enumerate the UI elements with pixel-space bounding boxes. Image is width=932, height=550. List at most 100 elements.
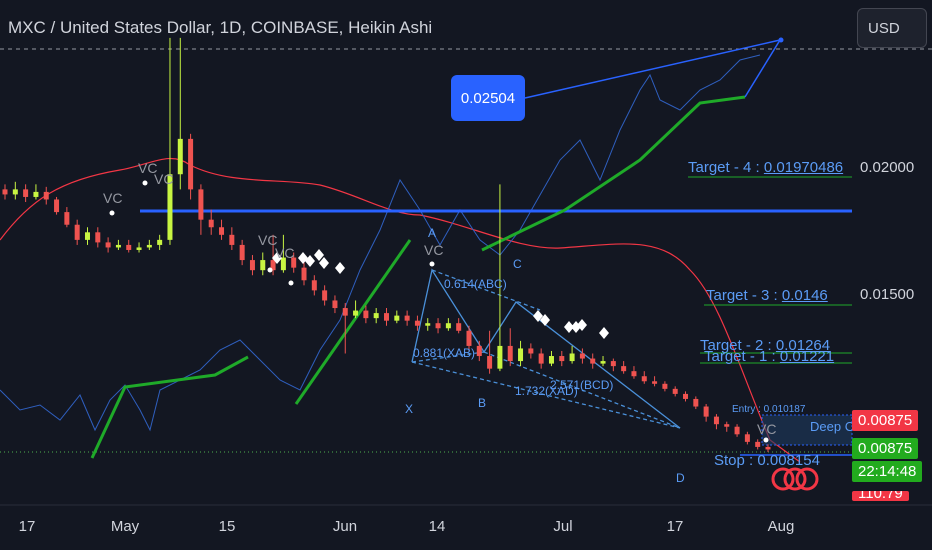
candle-body-48 bbox=[497, 345, 503, 369]
candle-body-70 bbox=[724, 424, 730, 427]
oscillator-line bbox=[0, 54, 761, 432]
ratio-xab: 0.881(XAB) bbox=[413, 346, 476, 360]
candle-body-66 bbox=[683, 393, 689, 399]
current-price-badge: 0.00875 bbox=[852, 438, 919, 459]
candle-body-20 bbox=[208, 219, 214, 228]
signal-dot-4 bbox=[429, 261, 435, 267]
candle-body-49 bbox=[507, 345, 513, 362]
signal-diamond-3 bbox=[314, 249, 324, 261]
candle-body-32 bbox=[332, 300, 338, 309]
candle-body-51 bbox=[528, 348, 534, 354]
candle-body-52 bbox=[538, 353, 544, 364]
signal-diamond-2 bbox=[305, 255, 315, 267]
candle-body-37 bbox=[384, 313, 389, 321]
x-tick-7: Aug bbox=[767, 518, 795, 535]
candle-body-60 bbox=[621, 366, 627, 372]
candle-body-27 bbox=[280, 257, 286, 271]
vc-label-4: VC bbox=[258, 232, 278, 248]
candle-body-72 bbox=[744, 434, 750, 442]
target-1-label: Target - 1 : 0.01221 bbox=[704, 348, 835, 365]
candle-body-33 bbox=[342, 308, 348, 316]
candle-body-64 bbox=[662, 383, 668, 389]
candle-body-19 bbox=[198, 189, 204, 220]
candle-body-46 bbox=[476, 345, 482, 357]
callout-value: 0.02504 bbox=[451, 75, 525, 121]
candle-body-73 bbox=[755, 441, 761, 447]
candle-body-17 bbox=[177, 138, 183, 175]
target-3-label: Target - 3 : 0.0146 bbox=[706, 287, 828, 304]
candle-body-40 bbox=[414, 320, 420, 326]
vc-label-2: VC bbox=[138, 160, 158, 176]
x-tick-2: 15 bbox=[218, 518, 236, 535]
event-markers bbox=[771, 467, 819, 491]
x-tick-1: May bbox=[110, 518, 140, 535]
target-2-label: Target - 2 : 0.01264 bbox=[700, 337, 831, 354]
candle-body-34 bbox=[353, 310, 359, 316]
signal-diamond-10 bbox=[577, 319, 587, 331]
candle-body-2 bbox=[23, 189, 29, 197]
partial-badge: 110.79 bbox=[852, 491, 909, 501]
green-trend-3 bbox=[481, 95, 746, 252]
ratio-bcd: 2.571(BCD) bbox=[550, 378, 614, 392]
pattern-x: X bbox=[405, 402, 414, 416]
red-band-line bbox=[0, 157, 801, 463]
vc-label-5: VC bbox=[275, 245, 295, 261]
vc-label-3: VC bbox=[154, 171, 174, 187]
candle-body-29 bbox=[301, 267, 307, 281]
candle-body-23 bbox=[239, 244, 245, 261]
callout-line-2 bbox=[744, 39, 781, 98]
candle-body-11 bbox=[115, 244, 121, 248]
candle-body-30 bbox=[311, 280, 317, 291]
signal-diamond-11 bbox=[599, 327, 609, 339]
signal-dot-3 bbox=[288, 280, 294, 286]
candle-body-44 bbox=[456, 323, 462, 331]
stop-label: Stop : 0.008154 bbox=[714, 452, 820, 469]
candle-body-71 bbox=[734, 426, 740, 435]
candle-body-28 bbox=[291, 257, 297, 268]
y-tick-0: 0.02000 bbox=[860, 159, 915, 176]
ratio-abc: 0.614(ABC) bbox=[444, 277, 507, 291]
ratio-xad: 1.732(XAD) bbox=[515, 384, 578, 398]
candle-body-59 bbox=[610, 361, 616, 367]
candle-body-14 bbox=[146, 244, 152, 248]
pattern-a: A bbox=[428, 226, 437, 240]
candle-body-62 bbox=[641, 376, 647, 382]
candle-body-12 bbox=[126, 244, 132, 250]
candle-body-68 bbox=[703, 406, 709, 417]
diamond-markers bbox=[109, 180, 769, 443]
candle-body-41 bbox=[425, 323, 431, 326]
y-tick-1: 0.01500 bbox=[860, 286, 915, 303]
candle-body-24 bbox=[249, 260, 255, 271]
pattern-b: B bbox=[478, 396, 487, 410]
x-tick-4: 14 bbox=[428, 518, 446, 535]
candle-body-35 bbox=[363, 310, 369, 319]
candle-body-42 bbox=[435, 323, 441, 329]
vc-label-7: VC bbox=[757, 421, 777, 437]
x-tick-5: Jul bbox=[553, 518, 573, 535]
callout-end-dot bbox=[778, 37, 784, 43]
candle-body-74 bbox=[765, 446, 771, 450]
signal-dot-0 bbox=[109, 210, 115, 216]
candle-body-4 bbox=[43, 191, 49, 200]
candle-body-13 bbox=[136, 247, 142, 250]
last-price-badge: 0.00875 bbox=[852, 410, 919, 431]
candle-body-61 bbox=[631, 371, 637, 377]
signal-diamond-5 bbox=[335, 262, 345, 274]
candle-body-26 bbox=[270, 260, 276, 271]
countdown-badge: 22:14:48 bbox=[852, 461, 923, 482]
candle-body-56 bbox=[579, 353, 585, 359]
candle-body-31 bbox=[322, 290, 328, 301]
signal-dot-5 bbox=[763, 437, 769, 443]
candle-body-57 bbox=[590, 358, 596, 364]
signal-diamond-8 bbox=[564, 321, 574, 333]
candle-body-54 bbox=[559, 356, 565, 362]
candle-body-15 bbox=[157, 239, 163, 245]
currency-button[interactable]: USD bbox=[857, 8, 927, 48]
harmonic-pattern bbox=[411, 268, 681, 429]
candle-body-21 bbox=[219, 227, 225, 235]
candle-body-9 bbox=[95, 232, 101, 243]
entry-zone bbox=[761, 414, 853, 446]
candle-body-43 bbox=[445, 323, 451, 329]
candle-body-36 bbox=[373, 313, 379, 319]
pattern-c: C bbox=[513, 257, 522, 271]
